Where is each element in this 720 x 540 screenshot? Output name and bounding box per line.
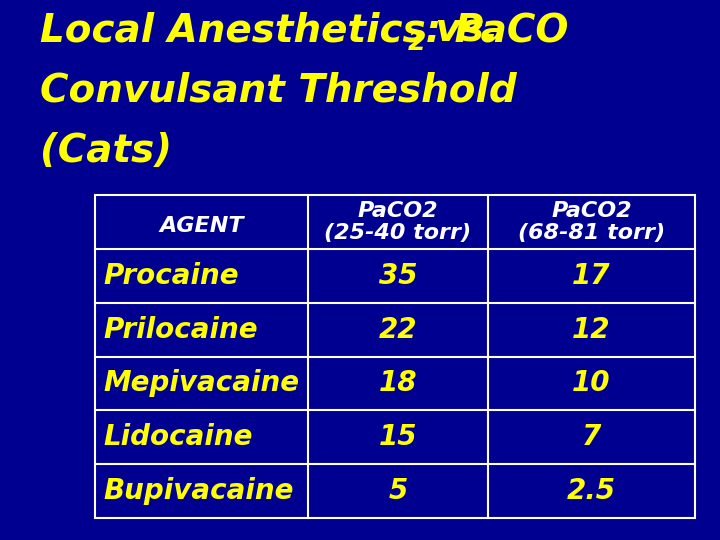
Text: 35: 35 [379, 262, 418, 290]
Text: (25-40 torr): (25-40 torr) [325, 223, 472, 243]
Text: 12: 12 [572, 315, 611, 343]
Text: PaCO2: PaCO2 [358, 201, 438, 221]
Text: 17: 17 [572, 262, 611, 290]
Text: 7: 7 [582, 423, 601, 451]
Text: 15: 15 [379, 423, 418, 451]
Bar [95, 195, 695, 518]
Text: Prilocaine: Prilocaine [103, 315, 258, 343]
Text: Procaine: Procaine [103, 262, 238, 290]
Text: (Cats): (Cats) [40, 132, 172, 170]
Text: Bupivacaine: Bupivacaine [103, 477, 294, 505]
Text: 5: 5 [388, 477, 408, 505]
Text: 2: 2 [408, 30, 426, 56]
Text: 22: 22 [379, 315, 418, 343]
Text: Convulsant Threshold: Convulsant Threshold [40, 72, 517, 110]
Text: 18: 18 [379, 369, 418, 397]
Text: 10: 10 [572, 369, 611, 397]
Text: (68-81 torr): (68-81 torr) [518, 223, 665, 243]
Text: vs.: vs. [422, 12, 499, 50]
Text: AGENT: AGENT [159, 216, 244, 236]
Text: Mepivacaine: Mepivacaine [103, 369, 299, 397]
Text: PaCO2: PaCO2 [552, 201, 632, 221]
Text: 2.5: 2.5 [567, 477, 616, 505]
Text: Lidocaine: Lidocaine [103, 423, 253, 451]
Text: Local Anesthetics: PaCO: Local Anesthetics: PaCO [40, 12, 568, 50]
